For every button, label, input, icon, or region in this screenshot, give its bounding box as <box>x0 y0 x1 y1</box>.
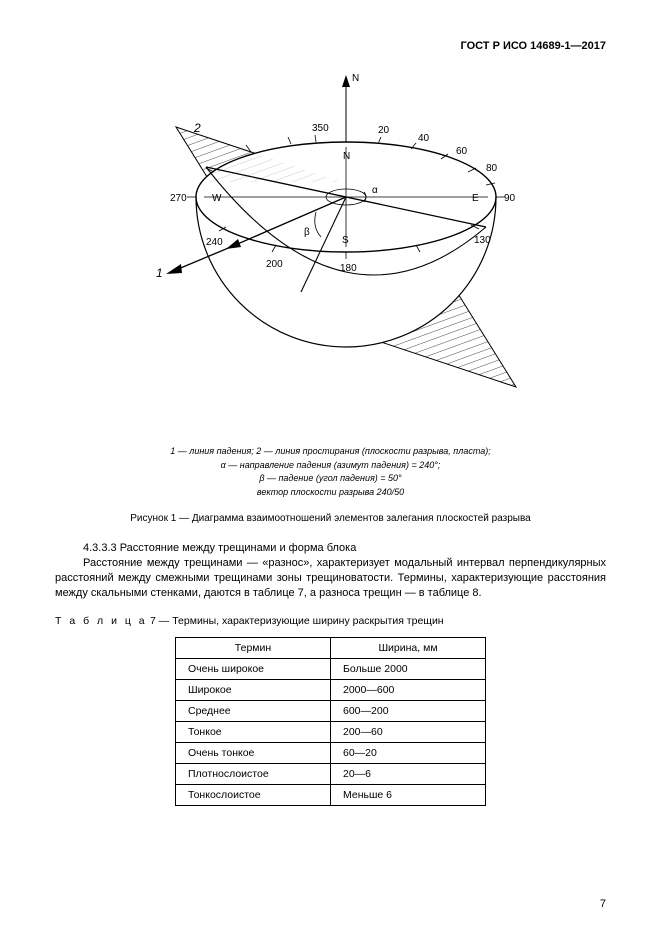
tick-350: 350 <box>312 123 329 134</box>
legend-line-2: α — направление падения (азимут падения)… <box>55 459 606 473</box>
beta-label: β <box>304 227 310 238</box>
tick-240: 240 <box>206 237 223 248</box>
table-row: Очень тонкое60—20 <box>176 742 486 763</box>
val-cell: 600—200 <box>331 700 486 721</box>
tick-20: 20 <box>378 125 390 136</box>
cardinal-e: E <box>472 193 479 204</box>
tick-200: 200 <box>266 259 283 270</box>
table-caption-rest: 7 — Термины, характеризующие ширину раск… <box>147 615 443 627</box>
term-cell: Широкое <box>176 679 331 700</box>
section-paragraph: Расстояние между трещинами — «разнос», х… <box>55 556 606 601</box>
term-cell: Очень широкое <box>176 658 331 679</box>
table-row: Среднее600—200 <box>176 700 486 721</box>
cardinal-n: N <box>343 151 350 162</box>
line-2-label: 2 <box>193 121 201 135</box>
table-row: ТонкослоистоеМеньше 6 <box>176 784 486 805</box>
table-row: Широкое2000—600 <box>176 679 486 700</box>
tick-180: 180 <box>340 263 357 274</box>
standard-reference: ГОСТ Р ИСО 14689-1—2017 <box>55 40 606 52</box>
line-1-label: 1 <box>156 266 163 280</box>
term-cell: Тонкое <box>176 721 331 742</box>
page-number: 7 <box>600 898 606 910</box>
val-cell: 200—60 <box>331 721 486 742</box>
table-7: Термин Ширина, мм Очень широкоеБольше 20… <box>175 637 486 806</box>
tick-270: 270 <box>170 193 187 204</box>
section-heading: 4.3.3.3 Расстояние между трещинами и фор… <box>55 542 606 554</box>
table-7-caption: Т а б л и ц а 7 — Термины, характеризующ… <box>55 615 606 627</box>
tick-130: 130 <box>474 235 491 246</box>
term-cell: Очень тонкое <box>176 742 331 763</box>
legend-line-3: β — падение (угол падения) = 50° <box>55 472 606 486</box>
table-head-val: Ширина, мм <box>331 637 486 658</box>
term-cell: Тонкослоистое <box>176 784 331 805</box>
north-label: N <box>352 73 359 84</box>
tick-90: 90 <box>504 193 516 204</box>
legend-line-4: вектор плоскости разрыва 240/50 <box>55 486 606 500</box>
val-cell: 60—20 <box>331 742 486 763</box>
tick-60: 60 <box>456 146 468 157</box>
cardinal-s: S <box>342 235 349 246</box>
figure-1-diagram: N 350 20 40 60 80 90 130 180 200 240 270… <box>55 67 606 437</box>
val-cell: Больше 2000 <box>331 658 486 679</box>
tick-80: 80 <box>486 163 498 174</box>
term-cell: Плотнослоистое <box>176 763 331 784</box>
legend-line-1: 1 — линия падения; 2 — линия простирания… <box>55 445 606 459</box>
table-row: Тонкое200—60 <box>176 721 486 742</box>
cardinal-w: W <box>212 193 222 204</box>
val-cell: 20—6 <box>331 763 486 784</box>
val-cell: Меньше 6 <box>331 784 486 805</box>
table-head-term: Термин <box>176 637 331 658</box>
figure-legend: 1 — линия падения; 2 — линия простирания… <box>55 445 606 499</box>
alpha-label: α <box>372 185 378 196</box>
table-row: Очень широкоеБольше 2000 <box>176 658 486 679</box>
val-cell: 2000—600 <box>331 679 486 700</box>
figure-caption: Рисунок 1 — Диаграмма взаимоотношений эл… <box>55 513 606 524</box>
table-caption-prefix: Т а б л и ц а <box>55 615 147 627</box>
term-cell: Среднее <box>176 700 331 721</box>
table-row: Плотнослоистое20—6 <box>176 763 486 784</box>
tick-40: 40 <box>418 133 430 144</box>
